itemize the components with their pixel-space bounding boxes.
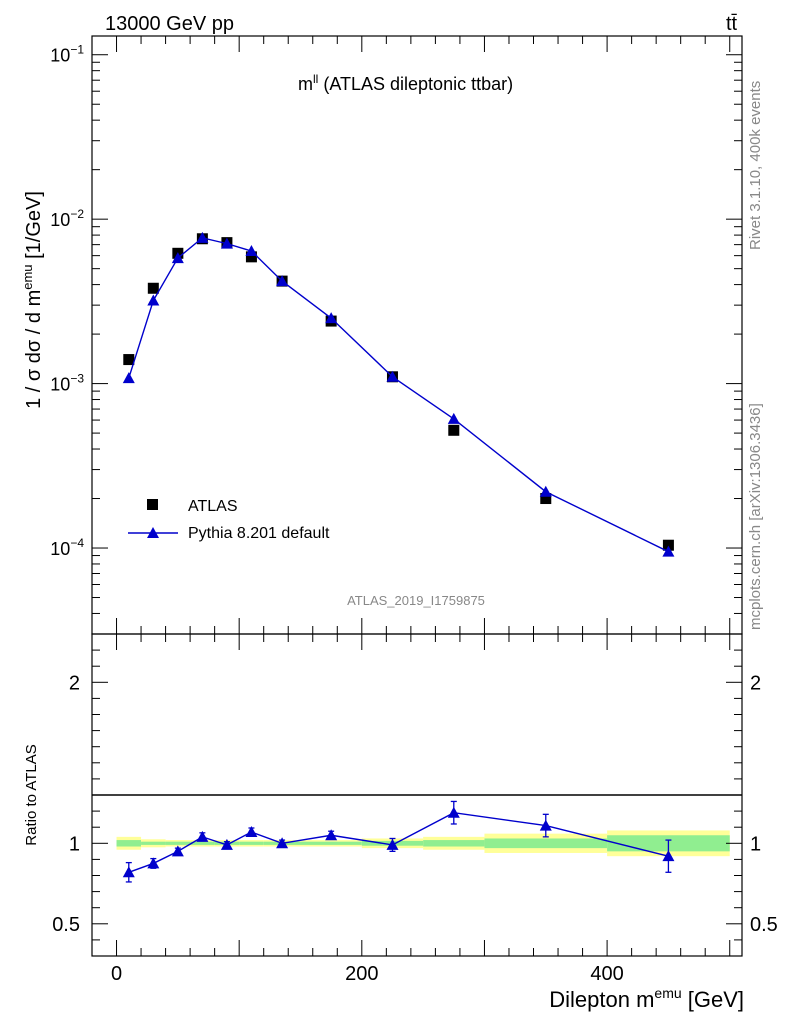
y-tick-label: 10−4: [50, 536, 84, 559]
mc-ratio-point: [171, 845, 184, 857]
mc-ratio-point: [447, 806, 460, 818]
ratio-band-stat: [423, 840, 485, 847]
atlas-data-point: [540, 493, 552, 505]
y-tick-label-base: 10: [50, 375, 70, 395]
mc-data-point: [662, 545, 675, 557]
x-axis-label-sup: emu: [654, 985, 681, 1001]
y-axis-label: 1 / σ dσ / d memu [1/GeV]: [20, 191, 45, 409]
legend: ATLAS Pythia 8.201 default: [128, 498, 330, 542]
main-panel: 10−110−210−310−4 mll (ATLAS dileptonic t…: [20, 35, 743, 635]
mc-ratio-point: [539, 819, 552, 831]
mc-ratio-point: [220, 838, 233, 850]
ratio-band-stat: [239, 841, 264, 845]
plot-title-sup: ll: [313, 72, 318, 86]
ratio-band-stat: [116, 840, 142, 847]
mc-data-point: [147, 294, 160, 306]
y-tick-label-base: 10: [50, 539, 70, 559]
ratio-tick-label-right: 2: [750, 672, 761, 694]
mc-data-point: [447, 412, 460, 424]
mc-ratio-point: [662, 850, 675, 862]
legend-mc-label: Pythia 8.201 default: [188, 525, 330, 542]
mc-data-point: [386, 370, 399, 382]
mc-line: [128, 237, 669, 553]
mc-data-point: [122, 372, 135, 384]
mc-ratio-point: [196, 830, 209, 842]
ratio-tick-label-right: 1: [750, 833, 761, 855]
ratio-bands: [116, 830, 730, 857]
mc-data-point: [325, 312, 338, 324]
main-x-ticks: [116, 36, 731, 634]
ratio-band-stat: [141, 841, 166, 845]
x-tick-label: 200: [345, 963, 378, 985]
ratio-band-stat: [190, 841, 215, 845]
mc-data-point: [220, 237, 233, 249]
mc-data-point: [196, 231, 209, 243]
y-tick-label-exp: −2: [70, 207, 84, 221]
mc-ratio-point: [245, 826, 258, 838]
mc-data-point: [245, 245, 258, 257]
x-axis-label-main: Dilepton m: [549, 987, 654, 1012]
main-y-ticks: 10−110−210−310−4: [50, 43, 742, 635]
legend-atlas-marker: [147, 499, 158, 510]
ratio-band-stat: [300, 841, 362, 845]
mc-ratio-point: [325, 829, 338, 841]
atlas-data-point: [147, 282, 159, 294]
x-axis-label: Dilepton memu [GeV]: [549, 985, 744, 1012]
ratio-panel: 2 2 1 1 0.5 0.5 Ratio to ATLAS: [23, 633, 778, 957]
x-tick-labels: 0 200 400: [111, 963, 624, 985]
ratio-band-stat: [484, 838, 608, 849]
y-tick-label: 10−3: [50, 372, 84, 395]
main-frame: [91, 35, 743, 635]
mc-data-point: [539, 485, 552, 497]
y-tick-label-base: 10: [50, 210, 70, 230]
y-axis-label-main: 1 / σ dσ / d m: [23, 290, 45, 409]
plot-title: mll (ATLAS dileptonic ttbar): [298, 72, 513, 94]
atlas-data-point: [662, 539, 674, 551]
header-final-state: tt̄: [726, 13, 738, 35]
y-tick-label-exp: −4: [70, 536, 84, 550]
ratio-series: [122, 800, 675, 883]
y-axis-label-sup: emu: [20, 264, 35, 289]
mc-data-point: [171, 252, 184, 264]
ratio-tick-label-left: 2: [69, 672, 80, 694]
main-series: [122, 231, 675, 557]
mc-ratio-point: [276, 837, 289, 849]
y-tick-label: 10−1: [50, 43, 84, 66]
mc-ratio-point: [122, 866, 135, 878]
ratio-y-ticks: 2 2 1 1 0.5 0.5: [52, 649, 778, 941]
mc-ratio-point: [147, 857, 160, 869]
y-tick-label: 10−2: [50, 207, 84, 230]
plot-title-rest: (ATLAS dileptonic ttbar): [318, 74, 513, 94]
atlas-data-point: [448, 424, 460, 436]
ratio-axis-label: Ratio to ATLAS: [23, 744, 40, 845]
mc-data-point: [276, 275, 289, 287]
analysis-label: ATLAS_2019_I1759875: [347, 593, 485, 608]
legend-atlas-label: ATLAS: [188, 498, 238, 515]
atlas-data-point: [245, 251, 257, 263]
x-tick-label: 400: [590, 963, 623, 985]
ratio-tick-label-left: 0.5: [52, 914, 80, 936]
header-process: 13000 GeV pp: [105, 13, 234, 35]
atlas-data-point: [123, 354, 135, 366]
y-tick-label-base: 10: [50, 46, 70, 66]
plot-title-var: m: [298, 74, 313, 94]
x-axis-label-unit: [GeV]: [682, 987, 744, 1012]
mcplots-label: mcplots.cern.ch [arXiv:1306.3436]: [747, 403, 764, 630]
rivet-version-label: Rivet 3.1.10, 400k events: [747, 81, 764, 250]
x-tick-label: 0: [111, 963, 122, 985]
ratio-x-ticks: [116, 634, 731, 956]
y-tick-label-exp: −3: [70, 372, 84, 386]
y-axis-label-unit: [1/GeV]: [23, 191, 45, 264]
y-tick-label-exp: −1: [70, 43, 84, 57]
ratio-band-stat: [165, 841, 191, 845]
legend-mc-marker: [147, 527, 159, 538]
ratio-tick-label-left: 1: [69, 833, 80, 855]
mc-ratio-point: [386, 838, 399, 850]
ratio-tick-label-right: 0.5: [750, 914, 778, 936]
